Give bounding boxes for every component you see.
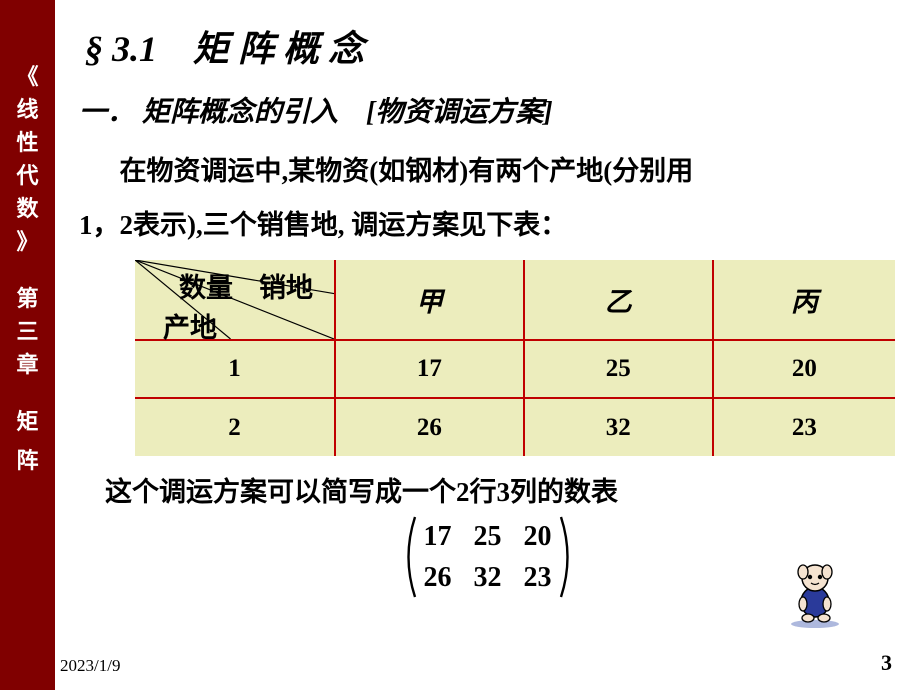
cell-0-1: 25 xyxy=(524,340,713,398)
sidebar: 《线性代数》 第三章 矩 阵 xyxy=(0,0,55,690)
cell-0-2: 20 xyxy=(713,340,895,398)
slide-content: § 3.1 矩 阵 概 念 一． 矩阵概念的引入 [物资调运方案] 在物资调运中… xyxy=(55,0,920,690)
col-header-1: 乙 xyxy=(524,260,713,340)
table-corner-cell: 数量 销地 产地 xyxy=(135,260,335,340)
m-1-2: 23 xyxy=(524,562,552,594)
m-0-2: 20 xyxy=(524,521,552,553)
matrix-display: 17 25 20 26 32 23 xyxy=(75,515,900,599)
corner-label-quantity: 数量 xyxy=(179,266,233,305)
intro-paragraph: 在物资调运中,某物资(如钢材)有两个产地(分别用 1，2表示),三个销售地, 调… xyxy=(75,144,900,252)
section-number: § 3.1 xyxy=(85,29,157,69)
para-line1: 在物资调运中,某物资(如钢材)有两个产地(分别用 xyxy=(120,156,694,186)
col-header-0: 甲 xyxy=(335,260,524,340)
col-header-2: 丙 xyxy=(713,260,895,340)
summary-text: 这个调运方案可以简写成一个2行3列的数表 xyxy=(105,470,900,509)
sidebar-topic: 矩 阵 xyxy=(16,405,38,477)
subsection-text: 矩阵概念的引入 xyxy=(142,97,338,128)
cell-0-0: 17 xyxy=(335,340,524,398)
cell-1-2: 23 xyxy=(713,398,895,456)
corner-label-destination: 销地 xyxy=(259,266,313,305)
row-origin-1: 2 xyxy=(135,398,335,456)
row-origin-0: 1 xyxy=(135,340,335,398)
left-paren-icon xyxy=(400,515,418,599)
para-line2: 1，2表示),三个销售地, 调运方案见下表： xyxy=(79,210,567,240)
section-title: § 3.1 矩 阵 概 念 xyxy=(75,20,900,72)
footer-page-number: 3 xyxy=(881,650,892,676)
cell-1-1: 32 xyxy=(524,398,713,456)
subsection-heading: 一． 矩阵概念的引入 [物资调运方案] xyxy=(75,90,900,130)
right-paren-icon xyxy=(558,515,576,599)
subsection-number: 一． xyxy=(79,97,135,128)
m-1-1: 32 xyxy=(474,562,502,594)
section-name: 矩 阵 概 念 xyxy=(193,29,364,69)
corner-label-origin: 产地 xyxy=(163,306,217,345)
cartoon-character-icon xyxy=(780,560,850,630)
m-0-1: 25 xyxy=(474,521,502,553)
transport-table: 数量 销地 产地 甲 乙 丙 1 17 25 20 2 26 32 23 xyxy=(135,260,895,456)
sidebar-book-title: 《线性代数》 xyxy=(16,60,38,258)
m-0-0: 17 xyxy=(424,521,452,553)
subsection-bracket: [物资调运方案] xyxy=(366,97,553,128)
cell-1-0: 26 xyxy=(335,398,524,456)
sidebar-chapter: 第三章 xyxy=(16,282,38,381)
footer-date: 2023/1/9 xyxy=(60,656,120,676)
m-1-0: 26 xyxy=(424,562,452,594)
